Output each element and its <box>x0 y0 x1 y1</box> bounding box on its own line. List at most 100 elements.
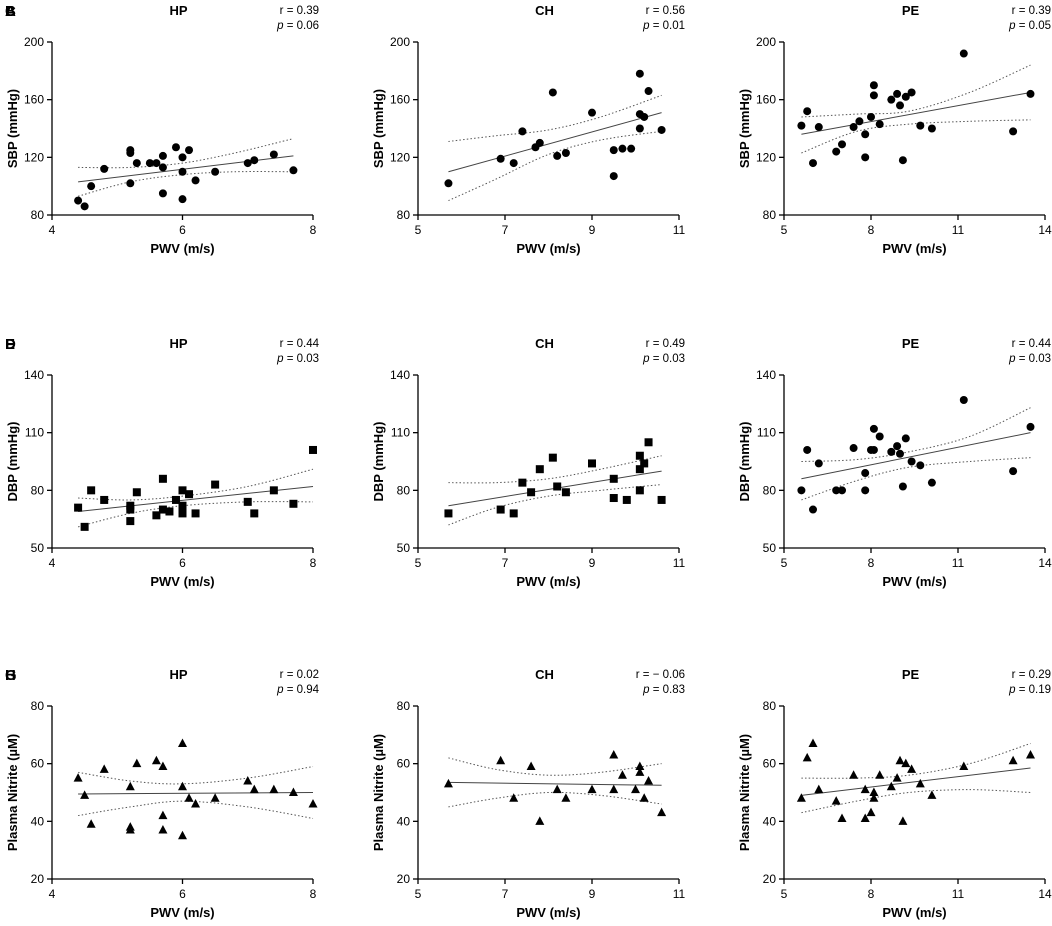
data-point <box>657 495 666 504</box>
data-point <box>518 127 527 136</box>
data-point <box>609 494 618 503</box>
data-point <box>125 781 135 791</box>
panel-letter: G <box>5 667 17 684</box>
data-point <box>901 758 911 768</box>
data-point <box>552 784 562 794</box>
data-point <box>869 81 878 90</box>
p-value: p = 0.03 <box>1008 353 1051 365</box>
x-tick-label: 8 <box>868 887 875 901</box>
data-point <box>178 830 187 840</box>
data-point <box>814 459 823 468</box>
data-point <box>855 117 864 126</box>
r-value: r = 0.39 <box>280 5 319 17</box>
data-point <box>898 156 907 165</box>
x-tick-label: 7 <box>502 887 509 901</box>
y-tick-label: 110 <box>757 426 776 440</box>
ci-upper-band <box>78 468 314 501</box>
data-point <box>901 92 910 101</box>
ci-lower-band <box>448 484 662 526</box>
x-tick-label: 6 <box>179 556 186 570</box>
data-point <box>893 442 902 451</box>
ci-upper-band <box>448 94 662 142</box>
data-point <box>178 781 187 791</box>
data-point <box>191 799 201 808</box>
data-point <box>887 447 896 456</box>
ci-upper-band <box>78 138 294 169</box>
data-point <box>210 793 220 802</box>
y-tick-label: 80 <box>31 208 45 222</box>
data-point <box>250 509 259 518</box>
p-number: = 0.05 <box>1016 20 1052 32</box>
data-point <box>927 478 936 487</box>
y-axis-label: DBP (mmHg) <box>5 422 20 502</box>
p-value: p = 0.01 <box>642 20 685 32</box>
x-tick-label: 11 <box>673 223 686 237</box>
y-tick-label: 50 <box>31 541 45 555</box>
data-point <box>535 816 545 825</box>
data-point <box>803 107 812 116</box>
r-value: r = 0.49 <box>646 338 685 350</box>
ci-lower-band <box>801 119 1031 154</box>
y-axis-label: Plasma Nitrite (µM) <box>371 734 386 851</box>
data-point <box>308 799 318 808</box>
data-point <box>243 159 252 168</box>
data-point <box>535 465 544 474</box>
x-tick-label: 11 <box>952 887 965 901</box>
data-point <box>849 123 858 132</box>
data-point <box>132 758 142 768</box>
data-point <box>797 121 806 130</box>
data-point <box>1009 127 1018 136</box>
data-point <box>838 140 846 149</box>
data-point <box>588 459 596 468</box>
r-value: r = 0.44 <box>1012 338 1052 350</box>
chart-panel-g: G HP r = 0.02 p = 0.94 20 40 60 80 4 6 8 PWV (m/s) P… <box>5 667 320 920</box>
data-point <box>171 143 180 152</box>
data-point <box>99 764 109 773</box>
data-point <box>916 121 925 130</box>
data-point <box>178 195 187 204</box>
data-point <box>496 755 506 765</box>
x-axis-label: PWV (m/s) <box>882 574 946 589</box>
regression-line <box>801 432 1031 480</box>
data-point <box>527 488 536 497</box>
data-point <box>80 522 89 531</box>
y-tick-label: 80 <box>397 699 411 713</box>
data-point <box>869 445 878 454</box>
data-point <box>861 130 870 139</box>
x-axis-label: PWV (m/s) <box>516 574 580 589</box>
data-point <box>861 486 870 495</box>
x-tick-label: 4 <box>49 887 56 901</box>
data-point <box>635 451 644 460</box>
p-symbol: p <box>276 353 284 365</box>
data-point <box>657 125 666 134</box>
ci-lower-band <box>801 789 1031 814</box>
y-axis-label: SBP (mmHg) <box>737 89 752 168</box>
ci-lower-band <box>78 800 314 819</box>
x-tick-label: 11 <box>952 223 965 237</box>
r-value: r = − 0.06 <box>636 669 685 681</box>
panel-title: HP <box>169 667 187 682</box>
panel-letter: D <box>5 336 16 353</box>
data-point <box>895 755 905 765</box>
data-point <box>553 482 562 491</box>
data-point <box>158 761 168 771</box>
data-point <box>191 176 200 185</box>
chart-panel-d: D HP r = 0.44 p = 0.03 50 80 110 140 4 6 8 PWV (m/s… <box>5 336 320 589</box>
data-point <box>617 770 627 779</box>
chart-panel-b: B CH r = 0.56 p = 0.01 80 120 160 200 5 7 9 11 PWV (… <box>5 3 686 256</box>
y-tick-label: 160 <box>24 93 44 107</box>
data-point <box>80 790 90 799</box>
data-point <box>126 517 135 526</box>
x-tick-label: 7 <box>502 223 509 237</box>
y-axis-label: Plasma Nitrite (µM) <box>5 734 20 851</box>
data-point <box>509 509 518 518</box>
data-point <box>657 807 667 817</box>
panel-letter: E <box>5 336 15 353</box>
data-point <box>869 793 879 802</box>
data-point <box>74 503 83 512</box>
y-tick-label: 80 <box>397 483 411 497</box>
data-point <box>125 824 135 834</box>
y-tick-label: 50 <box>397 541 411 555</box>
panel-letter: H <box>5 667 16 684</box>
